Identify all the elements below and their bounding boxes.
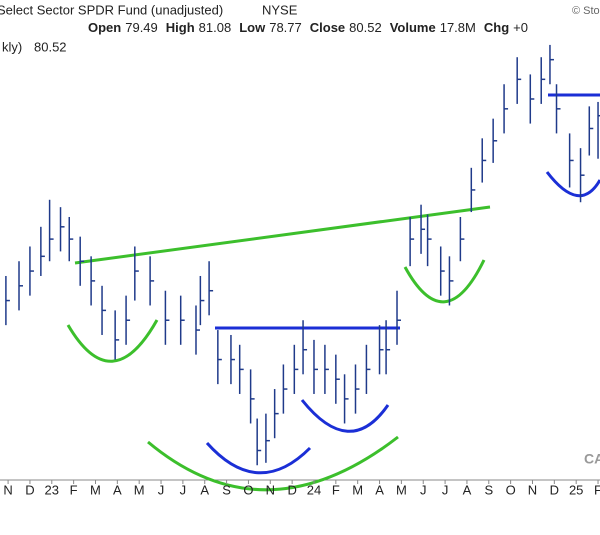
quote-label: Chg <box>484 20 509 35</box>
x-tick-label: A <box>113 482 122 497</box>
quote-value: 81.08 <box>199 20 232 35</box>
x-tick-label: N <box>266 482 275 497</box>
quote-value: 80.52 <box>349 20 382 35</box>
x-tick-label: M <box>90 482 101 497</box>
x-tick-label: N <box>3 482 12 497</box>
x-tick-label: A <box>200 482 209 497</box>
x-tick-label: 25 <box>569 482 583 497</box>
x-tick-label: 24 <box>307 482 321 497</box>
x-tick-label: M <box>134 482 145 497</box>
legend-label: kly) <box>2 39 22 54</box>
x-tick-label: J <box>442 482 449 497</box>
x-tick-label: J <box>180 482 187 497</box>
x-tick-label: D <box>550 482 559 497</box>
chart-title: Select Sector SPDR Fund (unadjusted) <box>0 2 223 17</box>
x-tick-label: M <box>396 482 407 497</box>
annotations <box>66 93 600 492</box>
quote-value: 79.49 <box>125 20 158 35</box>
x-tick-label: M <box>352 482 363 497</box>
cup-curve <box>545 171 600 198</box>
cup-curve <box>403 259 486 304</box>
x-tick-label: F <box>70 482 78 497</box>
quote-label: Close <box>310 20 345 35</box>
quote-value: +0 <box>513 20 528 35</box>
quote-label: Volume <box>390 20 436 35</box>
exchange: NYSE <box>262 2 298 17</box>
x-tick-label: N <box>528 482 537 497</box>
x-tick-label: F <box>594 482 600 497</box>
x-tick-label: A <box>463 482 472 497</box>
quote-label: High <box>166 20 195 35</box>
x-tick-label: O <box>506 482 516 497</box>
cup-curve <box>205 441 312 475</box>
watermark: CA <box>584 451 600 467</box>
x-tick-label: J <box>158 482 165 497</box>
credit: © Sto <box>572 5 600 17</box>
cup-curve <box>147 435 399 492</box>
x-tick-label: F <box>332 482 340 497</box>
cup-curve <box>66 319 159 363</box>
x-tick-label: J <box>420 482 427 497</box>
legend-value: 80.52 <box>34 39 67 54</box>
x-tick-label: S <box>484 482 493 497</box>
quote-line: Open 79.49 High 81.08 Low 78.77 Close 80.52 Volu… <box>88 20 528 35</box>
x-tick-label: D <box>287 482 296 497</box>
x-tick-label: O <box>243 482 253 497</box>
quote-label: Open <box>88 20 121 35</box>
x-tick-label: 23 <box>45 482 59 497</box>
quote-label: Low <box>239 20 266 35</box>
x-tick-label: D <box>25 482 34 497</box>
x-tick-label: A <box>375 482 384 497</box>
quote-value: 78.77 <box>269 20 302 35</box>
quote-value: 17.8M <box>440 20 476 35</box>
x-tick-label: S <box>222 482 231 497</box>
cup-curve <box>300 399 390 433</box>
